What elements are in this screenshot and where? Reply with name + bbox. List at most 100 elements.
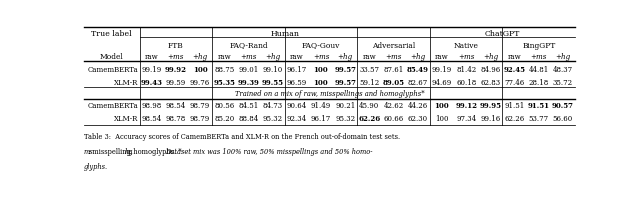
Text: 91.51: 91.51 <box>504 102 525 110</box>
Text: +ms: +ms <box>458 53 474 61</box>
Text: 100: 100 <box>314 66 328 74</box>
Text: +ms: +ms <box>313 53 329 61</box>
Text: 90.64: 90.64 <box>287 102 307 110</box>
Text: 90.57: 90.57 <box>552 102 574 110</box>
Text: 99.57: 99.57 <box>334 79 356 87</box>
Text: 92.45: 92.45 <box>504 66 525 74</box>
Text: 62.83: 62.83 <box>480 79 500 87</box>
Text: 45.90: 45.90 <box>359 102 380 110</box>
Text: 53.77: 53.77 <box>529 115 548 123</box>
Text: 44.26: 44.26 <box>408 102 428 110</box>
Text: 98.79: 98.79 <box>190 102 210 110</box>
Text: 85.20: 85.20 <box>214 115 234 123</box>
Text: +ms: +ms <box>240 53 257 61</box>
Text: 90.21: 90.21 <box>335 102 355 110</box>
Text: 48.37: 48.37 <box>553 66 573 74</box>
Text: +hg: +hg <box>265 53 280 61</box>
Text: BingGPT: BingGPT <box>522 42 556 50</box>
Text: +hg: +hg <box>410 53 426 61</box>
Text: ms: ms <box>84 148 93 156</box>
Text: 60.66: 60.66 <box>383 115 404 123</box>
Text: Model: Model <box>100 53 124 61</box>
Text: 91.49: 91.49 <box>311 102 331 110</box>
Text: 80.56: 80.56 <box>214 102 234 110</box>
Text: 35.72: 35.72 <box>553 79 573 87</box>
Text: Human: Human <box>270 30 299 38</box>
Text: 94.69: 94.69 <box>432 79 452 87</box>
Text: 92.34: 92.34 <box>287 115 307 123</box>
Text: 99.16: 99.16 <box>480 115 500 123</box>
Text: 95.32: 95.32 <box>335 115 355 123</box>
Text: 99.01: 99.01 <box>238 66 259 74</box>
Text: 99.43: 99.43 <box>141 79 163 87</box>
Text: 44.81: 44.81 <box>529 66 549 74</box>
Text: 98.98: 98.98 <box>141 102 162 110</box>
Text: 99.10: 99.10 <box>262 66 283 74</box>
Text: 99.59: 99.59 <box>166 79 186 87</box>
Text: 82.67: 82.67 <box>408 79 428 87</box>
Text: 88.84: 88.84 <box>238 115 259 123</box>
Text: 95.35: 95.35 <box>213 79 235 87</box>
Text: 96.17: 96.17 <box>311 115 331 123</box>
Text: 99.19: 99.19 <box>141 66 162 74</box>
Text: ChatGPT: ChatGPT <box>484 30 520 38</box>
Text: 84.73: 84.73 <box>262 102 283 110</box>
Text: +hg: +hg <box>556 53 570 61</box>
Text: 60.18: 60.18 <box>456 79 476 87</box>
Text: 100: 100 <box>193 66 207 74</box>
Text: 100: 100 <box>435 102 449 110</box>
Text: 89.05: 89.05 <box>383 79 404 87</box>
Text: raw: raw <box>145 53 159 61</box>
Text: glyphs.: glyphs. <box>84 164 108 172</box>
Text: +hg: +hg <box>338 53 353 61</box>
Text: 99.19: 99.19 <box>432 66 452 74</box>
Text: 42.62: 42.62 <box>383 102 404 110</box>
Text: 98.54: 98.54 <box>141 115 162 123</box>
Text: : homoglyphs. *: : homoglyphs. * <box>129 148 182 156</box>
Text: 99.55: 99.55 <box>262 79 284 87</box>
Text: 84.96: 84.96 <box>480 66 500 74</box>
Text: 59.12: 59.12 <box>359 79 380 87</box>
Text: 62.26: 62.26 <box>504 115 525 123</box>
Text: raw: raw <box>435 53 449 61</box>
Text: 97.34: 97.34 <box>456 115 476 123</box>
Text: 87.61: 87.61 <box>383 66 404 74</box>
Text: XLM-R: XLM-R <box>114 115 138 123</box>
Text: CamemBERTa: CamemBERTa <box>87 102 138 110</box>
Text: +ms: +ms <box>168 53 184 61</box>
Text: 99.92: 99.92 <box>165 66 187 74</box>
Text: 96.59: 96.59 <box>287 79 307 87</box>
Text: +ms: +ms <box>385 53 402 61</box>
Text: 96.17: 96.17 <box>287 66 307 74</box>
Text: : misspelling,: : misspelling, <box>88 148 136 156</box>
Text: +ms: +ms <box>531 53 547 61</box>
Text: 88.75: 88.75 <box>214 66 234 74</box>
Text: 99.12: 99.12 <box>455 102 477 110</box>
Text: Dataset mix was 100% raw, 50% misspellings and 50% homo-: Dataset mix was 100% raw, 50% misspellin… <box>165 148 372 156</box>
Text: Table 3:  Accuracy scores of CamemBERTa and XLM-R on the French out-of-domain te: Table 3: Accuracy scores of CamemBERTa a… <box>84 133 400 141</box>
Text: 56.60: 56.60 <box>553 115 573 123</box>
Text: raw: raw <box>290 53 303 61</box>
Text: 84.51: 84.51 <box>238 102 259 110</box>
Text: 98.79: 98.79 <box>190 115 210 123</box>
Text: XLM-R: XLM-R <box>114 79 138 87</box>
Text: 28.18: 28.18 <box>529 79 549 87</box>
Text: 99.95: 99.95 <box>479 102 501 110</box>
Text: 81.42: 81.42 <box>456 66 476 74</box>
Text: 98.78: 98.78 <box>166 115 186 123</box>
Text: 100: 100 <box>435 115 449 123</box>
Text: hg: hg <box>124 148 133 156</box>
Text: CamemBERTa: CamemBERTa <box>87 66 138 74</box>
Text: True label: True label <box>92 30 132 38</box>
Text: Trained on a mix of raw, misspellings and homoglyphs*: Trained on a mix of raw, misspellings an… <box>235 90 424 98</box>
Text: 62.26: 62.26 <box>358 115 381 123</box>
Text: FAQ-Rand: FAQ-Rand <box>229 42 268 50</box>
Text: raw: raw <box>362 53 376 61</box>
Text: +hg: +hg <box>483 53 498 61</box>
Text: 33.57: 33.57 <box>360 66 380 74</box>
Text: raw: raw <box>218 53 231 61</box>
Text: 91.51: 91.51 <box>528 102 550 110</box>
Text: 95.32: 95.32 <box>262 115 283 123</box>
Text: 77.46: 77.46 <box>504 79 525 87</box>
Text: raw: raw <box>508 53 522 61</box>
